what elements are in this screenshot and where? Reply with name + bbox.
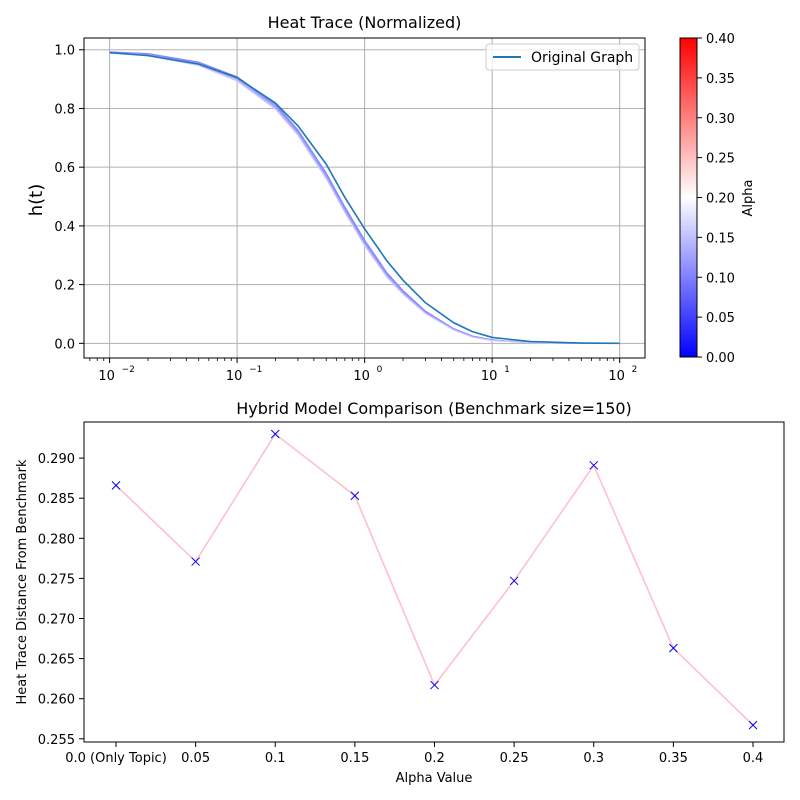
top-x-tick-exponent: 2 [632,365,638,375]
bottom-x-tick-label: 0.15 [340,751,369,766]
bottom-y-tick-label: 0.290 [38,452,75,467]
data-point-marker [430,680,439,690]
bottom-y-tick-label: 0.260 [38,693,75,708]
top-x-tick-label: 10 [98,369,115,384]
marker-stroke [589,460,599,470]
bottom-x-tick-label: 0.1 [265,751,286,766]
marker-stroke [111,481,121,490]
top-x-tick-label: 10 [481,369,498,384]
data-point-marker [350,491,360,501]
bottom-x-tick-label: 0.05 [181,751,210,766]
bottom-chart-xlabel: Alpha Value [396,771,473,786]
legend-entry-original-graph: Original Graph [531,50,633,66]
colorbar-gradient [679,37,698,358]
original-graph-line [109,51,620,345]
marker-stroke [350,491,360,501]
bottom-plot-frame [83,421,785,743]
bottom-chart-title: Hybrid Model Comparison (Benchmark size=… [236,399,632,418]
top-y-tick-label: 0.4 [54,220,75,235]
bottom-x-tick-label: 0.4 [743,751,764,766]
top-curves [109,51,620,345]
top-y-tick-label: 1.0 [54,44,75,59]
bottom-y-tick-label: 0.285 [38,492,75,507]
data-point-marker [748,720,758,730]
top-plot-frame [83,37,646,359]
top-x-tick-label: 10 [226,369,243,384]
colorbar-tick-label: 0.35 [706,72,735,87]
hybrid-model-chart: Hybrid Model Comparison (Benchmark size=… [15,399,785,786]
bottom-y-tick-label: 0.275 [38,572,75,587]
top-x-tick-exponent: −2 [122,365,135,375]
data-point-marker [669,643,678,653]
top-y-tick-label: 0.2 [54,279,75,294]
top-y-tick-label: 0.6 [54,161,75,176]
marker-stroke [509,576,519,586]
marker-stroke [191,557,200,566]
colorbar-tick-label: 0.00 [706,351,735,366]
bottom-series [111,429,758,730]
colorbar-ticks: 0.00 0.05 0.10 0.15 0.20 0.25 0.30 0.35 0.40 [697,32,735,366]
heat-trace-chart: Heat Trace (Normalized) h(t) 10 −2 10 −1 10 0… [26,13,756,384]
colorbar-tick-label: 0.30 [706,112,735,127]
marker-stroke [748,720,758,730]
bottom-x-tick-label: 0.0 (Only Topic) [65,751,167,766]
bottom-y-tick-label: 0.255 [38,733,75,748]
data-point-marker [111,481,121,490]
legend: Original Graph [485,43,640,71]
bottom-chart-ylabel: Heat Trace Distance From Benchmark [15,459,30,704]
top-x-tick-exponent: 0 [377,365,383,375]
top-chart-title: Heat Trace (Normalized) [268,13,462,32]
top-ticks: 10 −2 10 −1 10 0 10 1 10 2 0.0 0.2 0.4 0.6 0.8 1.0 [54,44,637,384]
top-y-tick-label: 0.8 [54,102,75,117]
marker-stroke [430,680,439,690]
colorbar-label: Alpha [741,180,756,217]
bottom-y-tick-label: 0.270 [38,612,75,627]
colorbar-tick-label: 0.20 [706,192,735,207]
colorbar: 0.00 0.05 0.10 0.15 0.20 0.25 0.30 0.35 0.40 Alp… [679,32,756,366]
alpha-curve [109,52,620,344]
top-x-tick-exponent: 1 [504,365,510,375]
top-chart-ylabel: h(t) [26,184,47,217]
top-y-tick-label: 0.0 [54,337,75,352]
colorbar-tick-label: 0.10 [706,271,735,286]
colorbar-tick-label: 0.05 [706,311,735,326]
data-point-marker [191,557,200,566]
bottom-y-tick-label: 0.280 [38,532,75,547]
colorbar-tick-label: 0.15 [706,231,735,246]
bottom-x-tick-label: 0.35 [659,751,688,766]
data-point-marker [270,429,280,439]
colorbar-tick-label: 0.25 [706,152,735,167]
bottom-x-tick-label: 0.3 [583,751,604,766]
colorbar-tick-label: 0.40 [706,32,735,47]
marker-stroke [669,643,678,653]
data-point-marker [509,576,519,586]
data-point-marker [589,460,599,470]
top-x-tick-label: 10 [353,369,370,384]
top-x-tick-label: 10 [608,369,625,384]
bottom-y-tick-label: 0.265 [38,653,75,668]
bottom-x-tick-label: 0.2 [424,751,445,766]
bottom-x-tick-label: 0.25 [500,751,529,766]
top-x-tick-exponent: −1 [249,365,262,375]
top-grid [84,38,645,358]
distance-line [115,432,754,726]
legend-box [485,43,640,71]
bottom-ticks: 0.0 (Only Topic) 0.05 0.1 0.15 0.2 0.25 0.3 0.3… [38,452,764,766]
marker-stroke [270,429,280,439]
